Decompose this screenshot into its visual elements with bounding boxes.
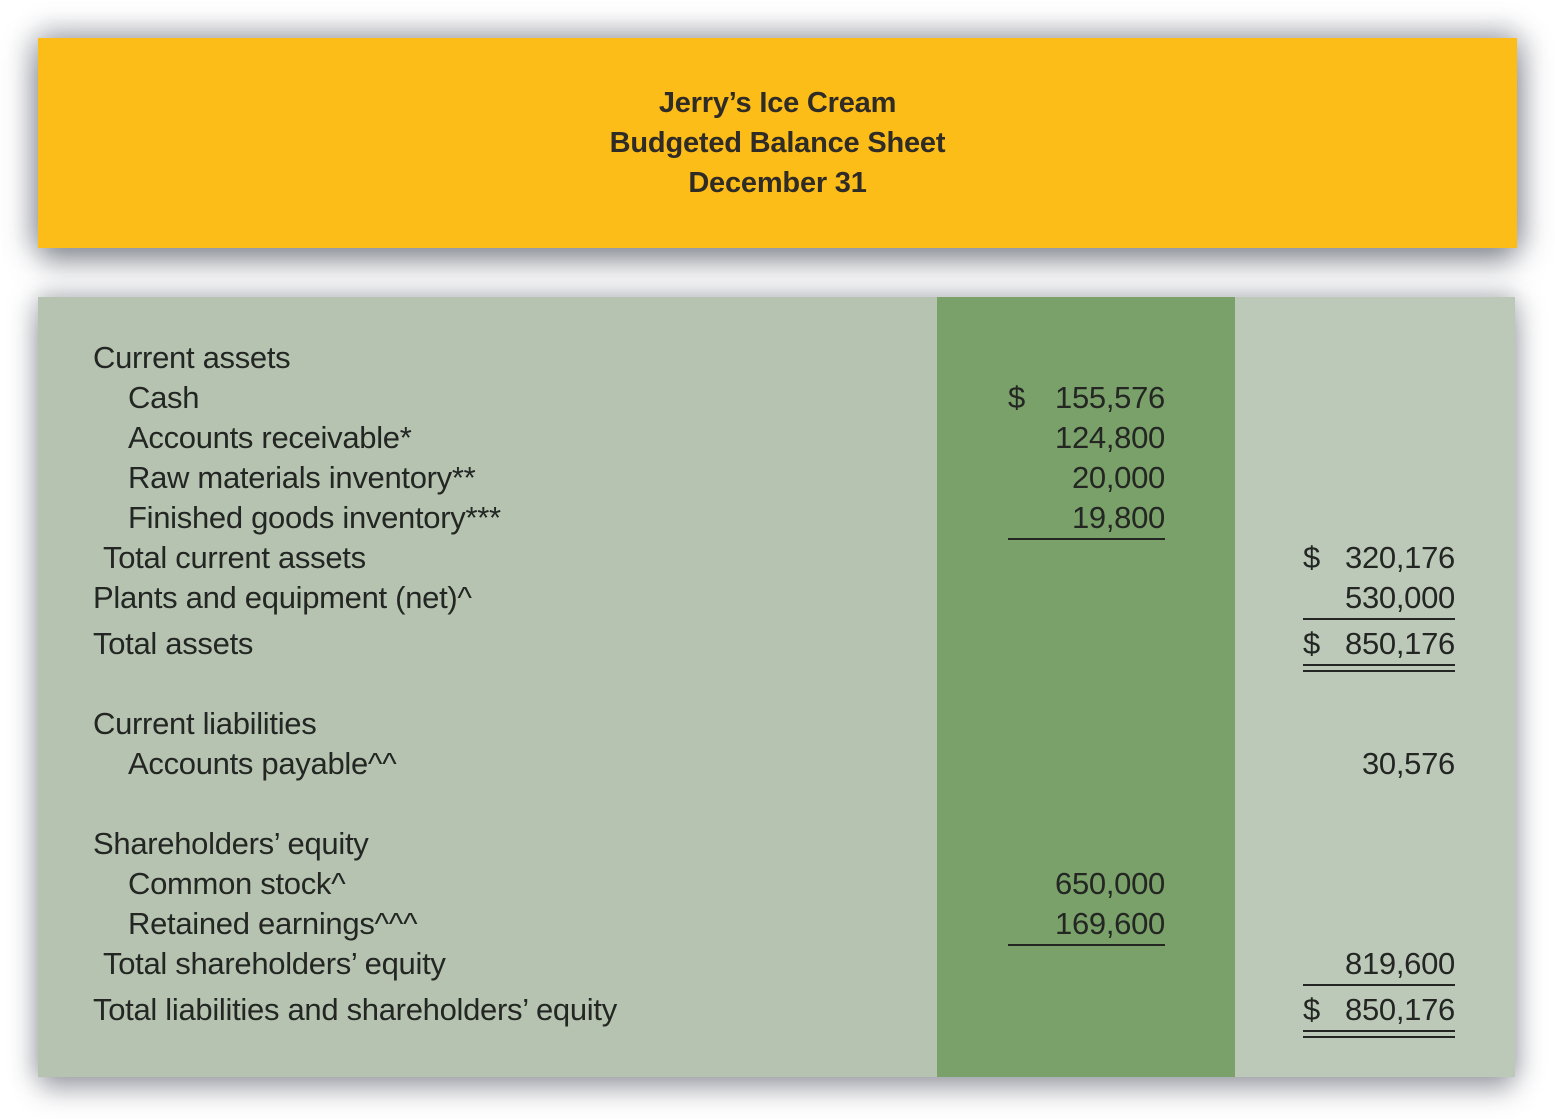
row-total-assets: Total assets $ 850,176 bbox=[38, 624, 1515, 672]
col1-cell-underlined: 169,600 bbox=[1008, 904, 1165, 946]
amount-value: 650,000 bbox=[1055, 866, 1165, 901]
statement-title: Budgeted Balance Sheet bbox=[609, 127, 946, 159]
row-label: Raw materials inventory** bbox=[128, 460, 476, 495]
amount-value: 20,000 bbox=[1071, 460, 1165, 495]
row-raw-materials-inventory: Raw materials inventory** 20,000 bbox=[38, 458, 1515, 498]
row-label: Finished goods inventory*** bbox=[128, 500, 501, 535]
balance-sheet-rows: Current assets Cash $ 155,576 Accounts r… bbox=[38, 297, 1515, 1038]
amount-value: 320,176 bbox=[1345, 540, 1455, 575]
amount-value: 169,600 bbox=[1055, 906, 1165, 941]
amount-value: 30,576 bbox=[1361, 746, 1455, 781]
dollar-sign: $ bbox=[1303, 992, 1320, 1027]
row-label: Current assets bbox=[93, 340, 291, 375]
dollar-sign: $ bbox=[1008, 380, 1025, 415]
amount-value: 819,600 bbox=[1345, 946, 1455, 981]
row-label: Total current assets bbox=[103, 540, 366, 575]
col2-cell: 30,576 bbox=[1303, 744, 1455, 784]
row-label: Retained earnings^^^ bbox=[128, 906, 418, 941]
company-name: Jerry’s Ice Cream bbox=[658, 87, 897, 119]
row-finished-goods-inventory: Finished goods inventory*** 19,800 bbox=[38, 498, 1515, 540]
amount-value: 850,176 bbox=[1345, 992, 1455, 1027]
amount-column-2-band bbox=[1235, 297, 1515, 1077]
row-plants-and-equipment: Plants and equipment (net)^ 530,000 bbox=[38, 578, 1515, 620]
row-current-liabilities-heading: Current liabilities bbox=[38, 704, 1515, 744]
row-label: Plants and equipment (net)^ bbox=[93, 580, 472, 615]
row-label: Cash bbox=[128, 380, 200, 415]
row-label: Current liabilities bbox=[93, 706, 317, 741]
dollar-sign: $ bbox=[1303, 626, 1320, 661]
col2-cell-underlined: 530,000 bbox=[1303, 578, 1455, 620]
col2-cell-double-underlined: $ 850,176 bbox=[1303, 990, 1455, 1038]
row-total-current-assets: Total current assets $ 320,176 bbox=[38, 538, 1515, 578]
row-label: Accounts payable^^ bbox=[128, 746, 397, 781]
col2-cell: $ 320,176 bbox=[1303, 538, 1455, 578]
row-label: Total liabilities and shareholders’ equi… bbox=[93, 992, 617, 1027]
amount-value: 19,800 bbox=[1071, 500, 1165, 535]
row-label: Common stock^ bbox=[128, 866, 346, 901]
row-retained-earnings: Retained earnings^^^ 169,600 bbox=[38, 904, 1515, 946]
amount-value: 155,576 bbox=[1055, 380, 1165, 415]
row-label: Accounts receivable* bbox=[128, 420, 412, 455]
row-label: Shareholders’ equity bbox=[93, 826, 369, 861]
col1-cell: $ 155,576 bbox=[1008, 378, 1165, 418]
statement-date: December 31 bbox=[688, 167, 867, 199]
row-total-shareholders-equity: Total shareholders’ equity 819,600 bbox=[38, 944, 1515, 986]
title-banner: Jerry’s Ice Cream Budgeted Balance Sheet… bbox=[38, 38, 1517, 248]
col1-cell: 20,000 bbox=[1008, 458, 1165, 498]
banner-title-block: Jerry’s Ice Cream Budgeted Balance Sheet… bbox=[38, 38, 1517, 203]
row-label: Total assets bbox=[93, 626, 254, 661]
row-accounts-payable: Accounts payable^^ 30,576 bbox=[38, 744, 1515, 784]
col2-cell-underlined: 819,600 bbox=[1303, 944, 1455, 986]
row-total-liabilities-and-shareholders-equity: Total liabilities and shareholders’ equi… bbox=[38, 990, 1515, 1038]
row-accounts-receivable: Accounts receivable* 124,800 bbox=[38, 418, 1515, 458]
amount-value: 850,176 bbox=[1345, 626, 1455, 661]
balance-sheet-panel: Current assets Cash $ 155,576 Accounts r… bbox=[38, 297, 1515, 1077]
row-current-assets-heading: Current assets bbox=[38, 338, 1515, 378]
row-common-stock: Common stock^ 650,000 bbox=[38, 864, 1515, 904]
row-label: Total shareholders’ equity bbox=[103, 946, 446, 981]
col1-cell: 124,800 bbox=[1008, 418, 1165, 458]
amount-value: 530,000 bbox=[1345, 580, 1455, 615]
amount-column-1-band bbox=[937, 297, 1235, 1077]
dollar-sign: $ bbox=[1303, 540, 1320, 575]
col1-cell: 650,000 bbox=[1008, 864, 1165, 904]
row-cash: Cash $ 155,576 bbox=[38, 378, 1515, 418]
col1-cell-underlined: 19,800 bbox=[1008, 498, 1165, 540]
row-shareholders-equity-heading: Shareholders’ equity bbox=[38, 824, 1515, 864]
amount-value: 124,800 bbox=[1055, 420, 1165, 455]
col2-cell-double-underlined: $ 850,176 bbox=[1303, 624, 1455, 672]
